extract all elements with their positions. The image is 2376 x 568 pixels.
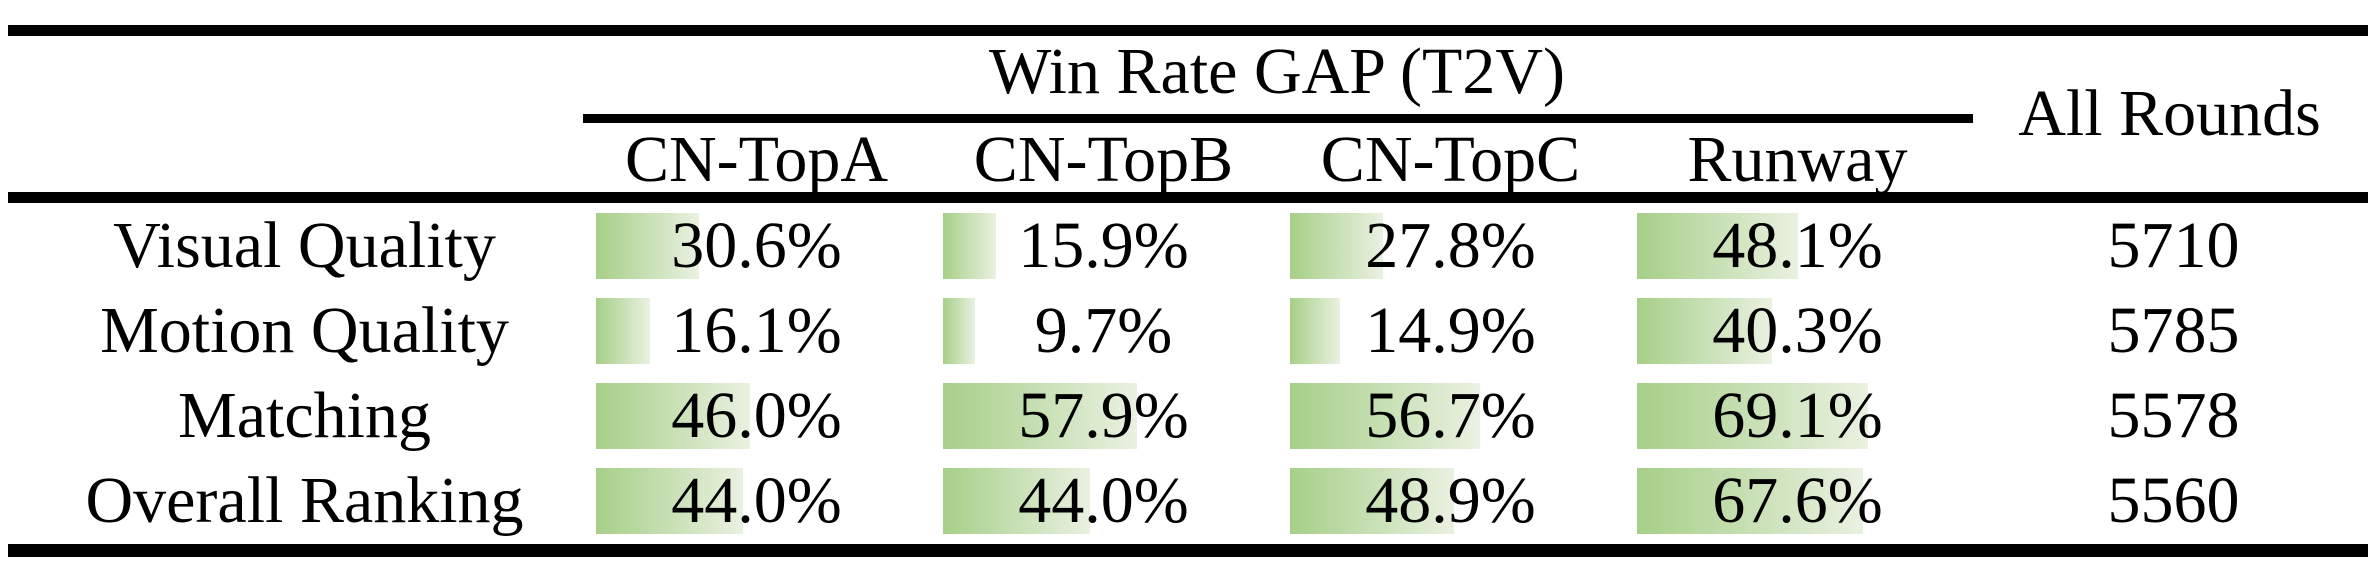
data-bar <box>943 382 1137 449</box>
value-cell: 15.9% <box>930 203 1277 288</box>
column-header-all-rounds: All Rounds <box>2018 77 2321 150</box>
column-header-cn-topb: CN-TopB <box>973 123 1234 196</box>
value-cell: 67.6% <box>1624 458 1971 543</box>
row-label: Motion Quality <box>100 293 509 367</box>
data-bar <box>1637 212 1799 279</box>
table-row-overall-ranking: Overall Ranking 44.0% 44.0% 48.9% 67.6% … <box>0 458 2376 543</box>
column-header-row: CN-TopA CN-TopB CN-TopC Runway <box>583 122 1971 196</box>
value-text: 46.0% <box>671 378 842 452</box>
value-cell: 44.0% <box>930 458 1277 543</box>
value-cell: 30.6% <box>583 203 930 288</box>
data-bar <box>1637 297 1772 364</box>
value-text: 48.1% <box>1712 208 1883 282</box>
value-text: 44.0% <box>1018 463 1189 537</box>
data-bar <box>1290 382 1480 449</box>
value-cell: 9.7% <box>930 288 1277 373</box>
data-bar <box>1290 467 1454 534</box>
all-rounds-value: 5578 <box>2107 378 2240 452</box>
data-bar <box>1637 467 1864 534</box>
value-text: 9.7% <box>1034 293 1173 367</box>
data-bar <box>1637 382 1869 449</box>
all-rounds-value: 5560 <box>2107 463 2240 537</box>
all-rounds-value: 5785 <box>2107 293 2240 367</box>
value-text: 56.7% <box>1365 378 1536 452</box>
all-rounds-value: 5710 <box>2107 208 2240 282</box>
table-row-visual-quality: Visual Quality 30.6% 15.9% 27.8% 48.1% 5… <box>0 203 2376 288</box>
row-label: Matching <box>178 378 431 452</box>
value-cell: 69.1% <box>1624 373 1971 458</box>
data-bar <box>1290 212 1384 279</box>
column-header-runway: Runway <box>1687 123 1908 196</box>
column-header-cn-topc: CN-TopC <box>1320 123 1581 196</box>
value-text: 30.6% <box>671 208 842 282</box>
value-text: 57.9% <box>1018 378 1189 452</box>
value-text: 40.3% <box>1712 293 1883 367</box>
data-bar <box>1290 297 1340 364</box>
value-text: 15.9% <box>1018 208 1189 282</box>
value-text: 16.1% <box>671 293 842 367</box>
table-body: Visual Quality 30.6% 15.9% 27.8% 48.1% 5… <box>0 203 2376 543</box>
row-label: Overall Ranking <box>85 463 524 537</box>
group-header-win-rate-gap: Win Rate GAP (T2V) <box>989 35 1565 108</box>
value-text: 14.9% <box>1365 293 1536 367</box>
data-bar <box>943 467 1091 534</box>
column-header-cn-topa: CN-TopA <box>624 123 889 196</box>
value-text: 67.6% <box>1712 463 1883 537</box>
value-text: 69.1% <box>1712 378 1883 452</box>
data-bar <box>596 382 751 449</box>
value-cell: 46.0% <box>583 373 930 458</box>
table-bottom-rule <box>8 544 2368 557</box>
row-label: Visual Quality <box>113 208 496 282</box>
group-header-underline <box>583 114 1973 123</box>
value-cell: 14.9% <box>1277 288 1624 373</box>
table-row-motion-quality: Motion Quality 16.1% 9.7% 14.9% 40.3% 57… <box>0 288 2376 373</box>
table-header-rule <box>8 192 2368 203</box>
value-cell: 44.0% <box>583 458 930 543</box>
value-text: 27.8% <box>1365 208 1536 282</box>
data-bar <box>596 212 699 279</box>
table-top-rule <box>8 25 2368 36</box>
value-text: 44.0% <box>671 463 842 537</box>
value-cell: 48.9% <box>1277 458 1624 543</box>
value-cell: 48.1% <box>1624 203 1971 288</box>
value-cell: 56.7% <box>1277 373 1624 458</box>
value-cell: 27.8% <box>1277 203 1624 288</box>
value-text: 48.9% <box>1365 463 1536 537</box>
data-bar <box>596 297 650 364</box>
value-cell: 16.1% <box>583 288 930 373</box>
value-cell: 40.3% <box>1624 288 1971 373</box>
data-bar <box>596 467 744 534</box>
data-bar <box>943 297 976 364</box>
value-cell: 57.9% <box>930 373 1277 458</box>
data-bar <box>943 212 997 279</box>
table-row-matching: Matching 46.0% 57.9% 56.7% 69.1% 5578 <box>0 373 2376 458</box>
